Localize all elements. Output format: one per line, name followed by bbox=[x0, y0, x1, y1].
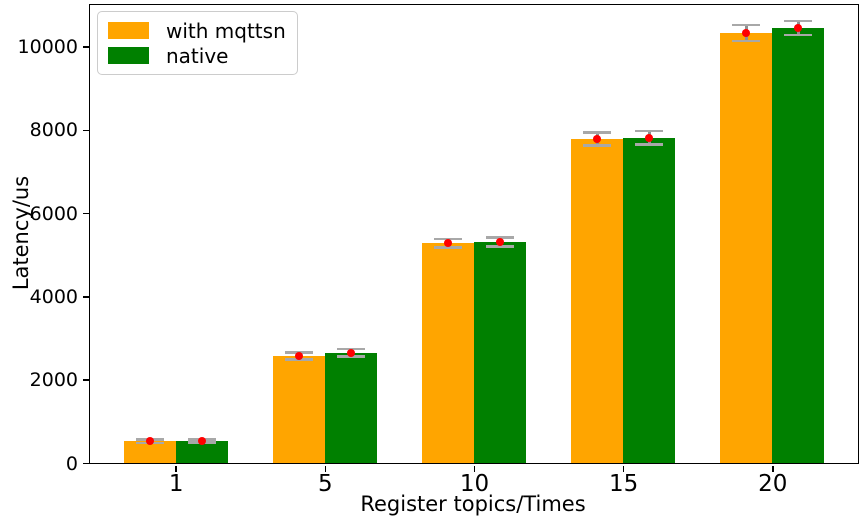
mean-marker-dot bbox=[645, 133, 654, 142]
bar-with-mqttsn-20 bbox=[720, 32, 773, 463]
y-tick-label: 4000 bbox=[29, 285, 78, 308]
x-tick-mark bbox=[772, 465, 774, 472]
error-bar-cap bbox=[784, 19, 813, 23]
mean-marker-dot bbox=[346, 348, 355, 357]
x-tick-label: 1 bbox=[168, 471, 184, 497]
legend-swatch bbox=[108, 22, 149, 39]
y-tick-label: 6000 bbox=[29, 202, 78, 225]
error-bar-cap bbox=[433, 246, 462, 249]
x-axis-label: Register topics/Times bbox=[360, 492, 586, 516]
mean-marker-dot bbox=[145, 437, 154, 446]
bar-with-mqttsn-10 bbox=[421, 243, 474, 463]
error-bar-cap bbox=[486, 236, 515, 239]
error-bar-cap bbox=[732, 23, 761, 27]
error-bar-cap bbox=[486, 245, 515, 248]
error-bar-cap bbox=[583, 131, 612, 134]
x-tick-label: 10 bbox=[459, 471, 490, 497]
bar-with-mqttsn-1 bbox=[123, 441, 176, 463]
y-tick-mark bbox=[83, 212, 89, 215]
y-tick-label: 10000 bbox=[17, 36, 78, 59]
x-tick-mark bbox=[622, 465, 625, 472]
error-bar-cap bbox=[784, 33, 813, 37]
bar-with-mqttsn-15 bbox=[570, 139, 624, 463]
y-tick-mark bbox=[83, 129, 89, 132]
bar-native-1 bbox=[175, 440, 228, 463]
mean-marker-dot bbox=[294, 351, 303, 360]
y-tick-label: 8000 bbox=[29, 119, 78, 142]
x-tick-mark bbox=[324, 465, 327, 472]
mean-marker-dot bbox=[742, 28, 751, 37]
plot-area bbox=[89, 4, 859, 464]
bar-native-20 bbox=[772, 27, 825, 463]
bar-native-5 bbox=[324, 352, 378, 463]
legend-item: native bbox=[108, 43, 287, 68]
error-bar-cap bbox=[732, 39, 761, 43]
x-tick-mark bbox=[473, 465, 476, 472]
mean-marker-dot bbox=[197, 436, 206, 445]
y-tick-mark bbox=[83, 46, 89, 48]
x-tick-label: 20 bbox=[758, 471, 788, 497]
legend-swatch bbox=[108, 47, 149, 64]
x-tick-label: 5 bbox=[318, 471, 333, 497]
y-tick-label: 2000 bbox=[29, 369, 78, 392]
legend-label: native bbox=[166, 43, 229, 68]
bar-native-15 bbox=[623, 137, 676, 463]
mean-marker-dot bbox=[443, 239, 452, 248]
y-tick-mark bbox=[83, 462, 89, 465]
y-axis-label: Latency/us bbox=[9, 175, 33, 291]
mean-marker-dot bbox=[496, 237, 505, 246]
bar-with-mqttsn-5 bbox=[272, 355, 325, 463]
x-tick-mark bbox=[175, 465, 177, 472]
legend-item: with mqttsn bbox=[108, 18, 287, 43]
y-tick-mark bbox=[83, 379, 89, 381]
legend: with mqttsn native bbox=[97, 11, 298, 75]
legend-label: with mqttsn bbox=[166, 18, 286, 43]
y-tick-mark bbox=[83, 296, 89, 298]
mean-marker-dot bbox=[794, 23, 803, 32]
error-bar-cap bbox=[635, 143, 664, 146]
x-tick-label: 15 bbox=[608, 471, 639, 497]
bar-native-10 bbox=[474, 241, 527, 463]
error-bar-cap bbox=[635, 129, 664, 133]
error-bar-cap bbox=[583, 144, 612, 147]
y-tick-label: 0 bbox=[65, 452, 78, 475]
mean-marker-dot bbox=[593, 135, 602, 144]
error-bar-cap bbox=[433, 237, 462, 241]
